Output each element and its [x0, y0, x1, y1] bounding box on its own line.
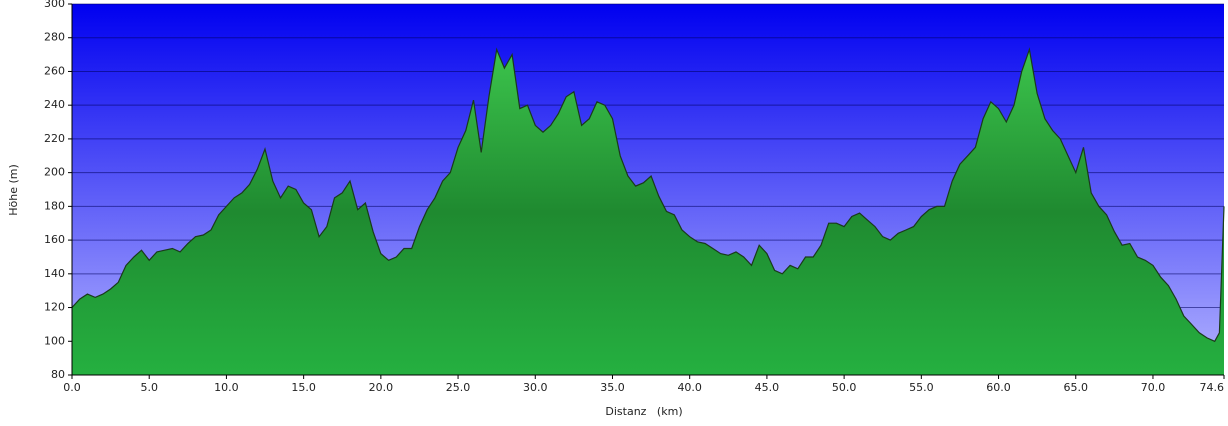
- x-axis-label: Distanz (km): [605, 405, 682, 418]
- y-tick-label: 200: [44, 166, 65, 179]
- y-tick-label: 120: [44, 301, 65, 314]
- y-tick-label: 100: [44, 334, 65, 347]
- y-tick-label: 300: [44, 0, 65, 10]
- y-tick-label: 240: [44, 98, 65, 111]
- x-tick-label: 20.0: [369, 381, 394, 394]
- y-tick-label: 180: [44, 199, 65, 212]
- area: [72, 49, 1224, 375]
- x-tick-label: 65.0: [1064, 381, 1089, 394]
- y-tick-label: 260: [44, 64, 65, 77]
- y-tick-label: 140: [44, 267, 65, 280]
- x-tick-label: 40.0: [677, 381, 702, 394]
- x-tick-label: 74.6: [1200, 381, 1225, 394]
- x-tick-label: 35.0: [600, 381, 625, 394]
- x-tick-label: 5.0: [140, 381, 158, 394]
- x-tick-label: 60.0: [986, 381, 1011, 394]
- x-tick-label: 25.0: [446, 381, 471, 394]
- y-tick-label: 220: [44, 132, 65, 145]
- axes: 80 100 120 140 160 180 200 220 240 260 280 300 0.0 5.…: [44, 0, 1225, 394]
- x-tick-label: 70.0: [1141, 381, 1166, 394]
- y-axis-label: Höhe (m): [7, 164, 20, 216]
- profile-line: [71, 47, 1225, 343]
- x-tick-label: 0.0: [63, 381, 81, 394]
- y-tick-label: 160: [44, 233, 65, 246]
- plot: [71, 47, 1225, 375]
- x-tick-label: 15.0: [291, 381, 316, 394]
- y-tick-label: 280: [44, 31, 65, 44]
- x-tick-label: 45.0: [755, 381, 780, 394]
- x-tick-label: 55.0: [909, 381, 934, 394]
- y-tick-label: 80: [51, 368, 65, 381]
- x-tick-label: 30.0: [523, 381, 548, 394]
- x-tick-label: 50.0: [832, 381, 857, 394]
- x-tick-label: 10.0: [214, 381, 239, 394]
